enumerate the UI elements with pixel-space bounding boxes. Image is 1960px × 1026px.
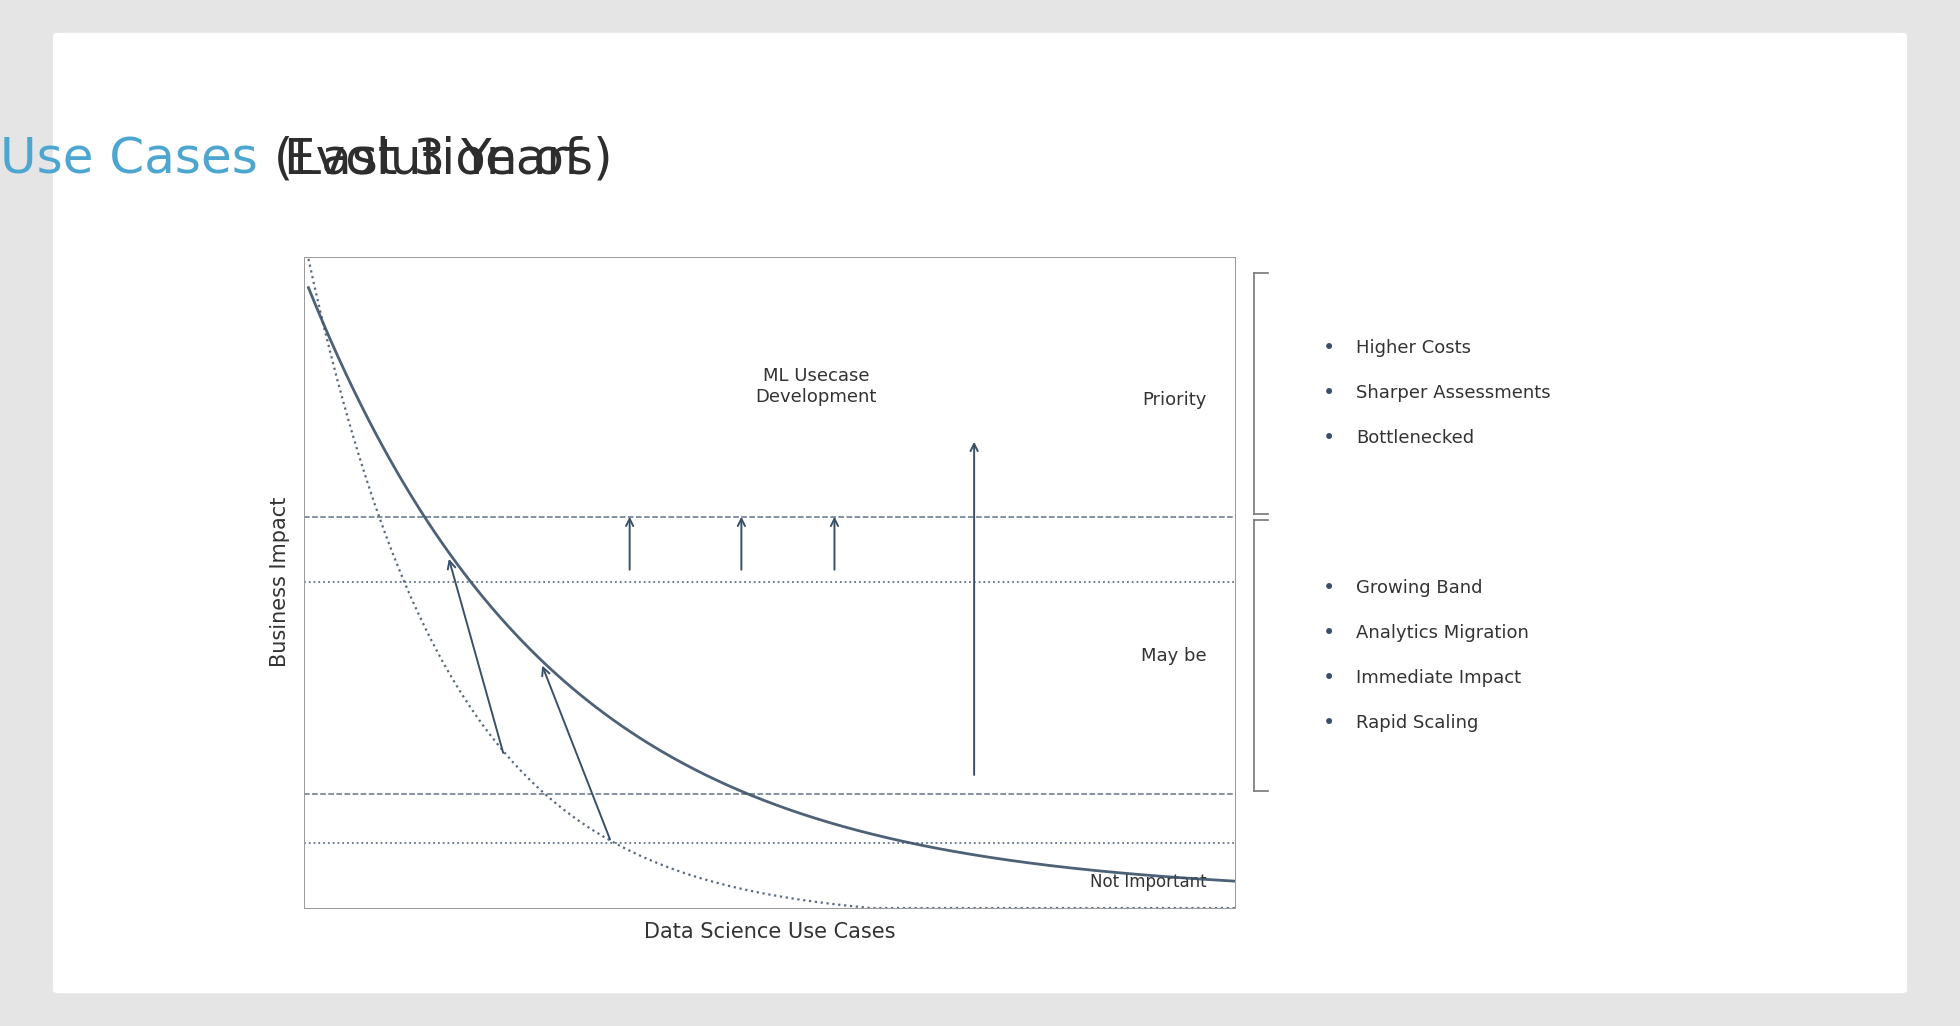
- Text: Sharper Assessments: Sharper Assessments: [1356, 385, 1550, 402]
- Text: •: •: [1323, 578, 1335, 598]
- Text: •: •: [1323, 384, 1335, 403]
- Text: •: •: [1323, 623, 1335, 643]
- Text: Use Cases: Use Cases: [0, 135, 259, 183]
- Text: ML Usecase
Development: ML Usecase Development: [755, 367, 876, 406]
- Text: Priority: Priority: [1143, 391, 1207, 408]
- Text: Not Important: Not Important: [1090, 873, 1207, 891]
- Text: Immediate Impact: Immediate Impact: [1356, 669, 1521, 687]
- Text: •: •: [1323, 429, 1335, 448]
- Text: Bottlenecked: Bottlenecked: [1356, 430, 1474, 447]
- Y-axis label: Business Impact: Business Impact: [270, 497, 290, 668]
- Text: •: •: [1323, 339, 1335, 358]
- Text: May be: May be: [1141, 646, 1207, 665]
- Text: (Last 3 Years): (Last 3 Years): [259, 135, 613, 183]
- X-axis label: Data Science Use Cases: Data Science Use Cases: [643, 922, 896, 942]
- Text: •: •: [1323, 713, 1335, 734]
- Text: Higher Costs: Higher Costs: [1356, 340, 1472, 357]
- Text: Analytics Migration: Analytics Migration: [1356, 624, 1529, 642]
- Text: Evolution of: Evolution of: [284, 135, 598, 183]
- Text: •: •: [1323, 668, 1335, 688]
- Text: Rapid Scaling: Rapid Scaling: [1356, 714, 1478, 733]
- Text: Growing Band: Growing Band: [1356, 579, 1484, 597]
